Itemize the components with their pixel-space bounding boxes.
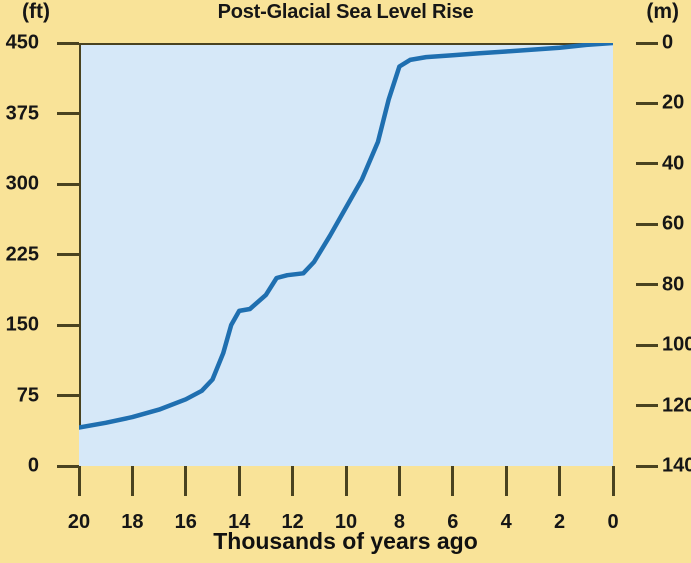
chart-title: Post-Glacial Sea Level Rise [217, 1, 474, 23]
left-tick-300: 300 [5, 172, 39, 195]
left-tick-375: 375 [5, 102, 39, 124]
left-tickmark [57, 182, 79, 186]
x-tick-16: 16 [174, 511, 197, 533]
right-tick-60: 60 [662, 212, 685, 235]
x-tickmark [291, 466, 295, 496]
right-tickmark [636, 162, 658, 166]
right-tick-80: 80 [662, 273, 685, 296]
x-tick-0: 0 [607, 511, 619, 533]
right-tickmark [636, 101, 658, 105]
left-tickmark [57, 112, 79, 115]
x-axis-title: Thousands of years ago [213, 528, 478, 554]
left-tick-75: 75 [16, 384, 39, 406]
x-tickmark [130, 466, 134, 496]
plot-area [79, 43, 613, 466]
left-tickmark [57, 394, 79, 397]
right-axis-ticks: 0 20 40 60 80 100 120 140 [636, 0, 691, 563]
x-tick-14: 14 [228, 511, 251, 533]
left-tickmark [57, 464, 79, 468]
x-tick-10: 10 [334, 511, 358, 533]
right-tick-140: 140 [662, 454, 691, 477]
x-tickmark [451, 466, 455, 496]
left-axis-ticks: 0 75 150 225 300 375 450 [0, 0, 79, 563]
left-tickmark [57, 41, 79, 45]
right-tickmark [636, 283, 658, 287]
x-tick-6: 6 [447, 511, 459, 533]
left-axis-unit-label: (ft) [22, 0, 50, 23]
x-tick-12: 12 [281, 511, 304, 533]
right-tickmark [636, 343, 658, 347]
x-tickmark [237, 466, 241, 496]
right-tick-100: 100 [662, 333, 691, 356]
right-tick-40: 40 [662, 152, 685, 175]
x-axis-ticks: 20 18 16 14 12 10 8 6 4 2 0 [0, 466, 691, 533]
x-tickmark [611, 466, 615, 496]
right-axis-unit-label: (m) [646, 0, 679, 23]
left-tick-0: 0 [27, 454, 39, 477]
x-tickmark [558, 466, 562, 496]
x-tickmark [504, 466, 508, 496]
right-tickmark [636, 464, 658, 468]
x-tickmark [344, 466, 348, 496]
x-tickmark [77, 466, 81, 496]
left-tick-450: 450 [5, 31, 39, 54]
right-tick-20: 20 [662, 91, 685, 114]
x-tick-2: 2 [554, 511, 566, 533]
right-tickmark [636, 41, 658, 45]
x-tick-8: 8 [393, 511, 405, 533]
x-tickmark [184, 466, 188, 496]
x-tickmark [397, 466, 401, 496]
x-tick-18: 18 [121, 511, 144, 533]
sea-level-curve [79, 43, 613, 466]
left-tick-225: 225 [5, 243, 39, 265]
right-tickmark [636, 404, 658, 408]
right-tickmark [636, 222, 658, 226]
left-tick-150: 150 [5, 313, 39, 336]
left-tickmark [57, 253, 79, 256]
left-tickmark [57, 323, 79, 327]
right-tick-0: 0 [662, 31, 674, 54]
x-tick-4: 4 [500, 511, 512, 533]
right-tick-120: 120 [662, 394, 691, 417]
x-tick-20: 20 [67, 511, 91, 533]
